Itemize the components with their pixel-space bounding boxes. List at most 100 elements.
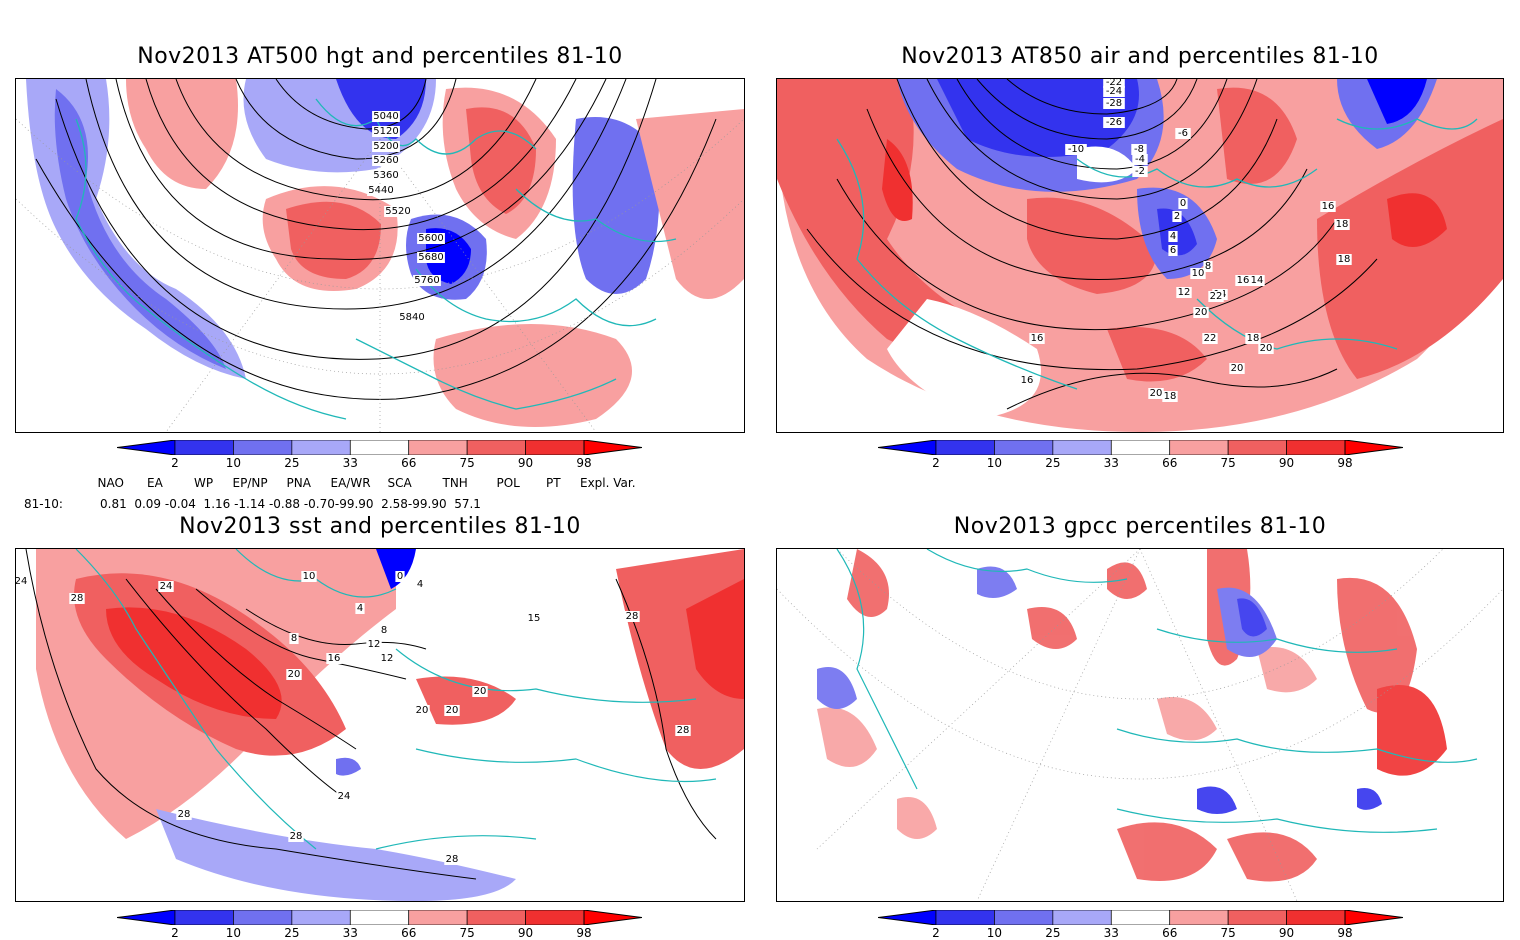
contour-label: 28 <box>178 809 191 820</box>
index-name: PNA <box>286 476 311 490</box>
contour-label-bg <box>1245 333 1261 344</box>
colorbar-tick-label: 66 <box>401 456 417 470</box>
contour-label: -10 <box>1068 144 1084 155</box>
panel-title-air850: Nov2013 AT850 air and percentiles 81-10 <box>901 44 1379 69</box>
contour-label-bg <box>472 686 488 697</box>
contour-label-bg <box>372 111 400 122</box>
contour-label: 18 <box>1338 254 1351 265</box>
contour-label-bg <box>1103 79 1125 88</box>
colorbar-tick-label: 90 <box>517 926 534 940</box>
contour-label-bg <box>1132 166 1148 177</box>
contour-label-bg <box>1178 198 1188 209</box>
contour-label: -6 <box>1178 128 1188 139</box>
contour-label-bg <box>355 603 365 614</box>
colorbar-tick-label: 25 <box>284 456 300 470</box>
contour-label: 20 <box>1195 307 1208 318</box>
map-hgt500: 5040 5120 5200 5260 5360 5440 5520 5600 5680 5760… <box>16 79 744 432</box>
colorbar-segment <box>1227 910 1287 925</box>
contour-label-bg <box>288 831 304 842</box>
colorbar-tick-label: 33 <box>1103 926 1119 940</box>
contour-label: 6 <box>1170 245 1176 256</box>
colorbar-tick-label: 33 <box>1103 456 1119 470</box>
contour-label-bg <box>367 185 395 196</box>
contour-label-bg <box>69 593 85 604</box>
colorbar-segment <box>1110 440 1171 455</box>
contour-label-bg <box>301 571 317 582</box>
contour-label: -22 <box>1106 79 1122 88</box>
index-name: POL <box>496 476 520 490</box>
colorbar-segment <box>408 910 468 925</box>
contour-label: 24 <box>16 576 27 587</box>
contour-label-bg <box>1249 275 1265 286</box>
colorbar-tick-label: 90 <box>1278 456 1295 470</box>
colorbar-arrow-high <box>1344 910 1403 925</box>
colorbar-segment <box>291 910 351 925</box>
contour-label-bg <box>413 275 441 286</box>
contour-label: 5440 <box>368 185 393 196</box>
colorbar-top-right <box>878 440 1403 455</box>
index-name: NAO <box>97 476 124 490</box>
contour-label: 16 <box>1021 375 1034 386</box>
contour-label: 5120 <box>373 126 398 137</box>
colorbar-segment <box>1052 910 1112 925</box>
contour-label: 16 <box>328 653 341 664</box>
contour-label-bg <box>366 639 382 650</box>
contour-label-bg <box>415 579 425 590</box>
contour-label: 16 <box>1322 201 1335 212</box>
contour-label: 28 <box>71 593 84 604</box>
colorbar-segment <box>466 440 526 455</box>
index-name: EA <box>147 476 163 490</box>
colorbar-segment <box>349 910 410 925</box>
colorbar-tick-label: 2 <box>932 456 940 470</box>
colorbar-tick-label: 10 <box>986 456 1003 470</box>
colorbar-segment <box>233 910 293 925</box>
colorbar-tick-label: 75 <box>459 456 475 470</box>
contour-label-bg <box>1202 333 1218 344</box>
colorbar-segment <box>174 910 234 925</box>
colorbar-top-left <box>117 440 642 455</box>
index-name: EP/NP <box>232 476 268 490</box>
contour-label-bg <box>1019 375 1035 386</box>
contour-label-bg <box>1258 343 1274 354</box>
colorbar-segment <box>994 440 1054 455</box>
contour-label-bg <box>526 613 542 624</box>
contour-label: 5260 <box>373 155 398 166</box>
colorbar-tick-label: 10 <box>225 456 242 470</box>
contour-label-bg <box>384 206 412 217</box>
contour-label: -8 <box>1134 144 1144 155</box>
colorbar-segment <box>1052 440 1112 455</box>
contour-label: 16 <box>1031 333 1044 344</box>
contour-label: -4 <box>1135 154 1145 165</box>
map-panel-air850: -22-24-28-26-8-10-6-4-202468101214161820… <box>776 78 1504 433</box>
contour-label: 28 <box>446 854 459 865</box>
contour-label: 12 <box>368 639 381 650</box>
contour-label-bg <box>1103 117 1125 128</box>
colorbar-tick-label: 10 <box>986 926 1003 940</box>
colorbar-segment <box>174 440 234 455</box>
colorbar-arrow-high <box>1344 440 1403 455</box>
colorbar-segment <box>349 440 410 455</box>
contour-label: 20 <box>288 669 301 680</box>
colorbar-segment <box>1286 440 1346 455</box>
index-name: SCA <box>387 476 412 490</box>
contour-label: 22 <box>1204 333 1217 344</box>
map-air850: -22-24-28-26-8-10-6-4-202468101214161820… <box>777 79 1503 432</box>
colorbar-tick-label: 75 <box>1220 456 1236 470</box>
panel-title-hgt500: Nov2013 AT500 hgt and percentiles 81-10 <box>137 44 623 69</box>
colorbar-segment <box>291 440 351 455</box>
colorbar-arrow-low <box>878 910 937 925</box>
colorbar-tick-label: 25 <box>284 926 300 940</box>
contour-label-bg <box>1203 261 1213 272</box>
contour-label: 28 <box>677 725 690 736</box>
colorbar-tick-label: 98 <box>1337 926 1353 940</box>
colorbar-segment <box>1169 440 1229 455</box>
colorbar-tick-label: 66 <box>1162 456 1178 470</box>
contour-label-bg <box>1029 333 1045 344</box>
contour-label: 2 <box>1174 211 1180 222</box>
index-name: PT <box>546 476 561 490</box>
colorbar-segment <box>525 440 585 455</box>
contour-label: 28 <box>290 831 303 842</box>
colorbar-arrow-low <box>117 910 176 925</box>
index-name: Expl. Var. <box>580 476 636 490</box>
colorbar-tick-label: 25 <box>1045 456 1061 470</box>
